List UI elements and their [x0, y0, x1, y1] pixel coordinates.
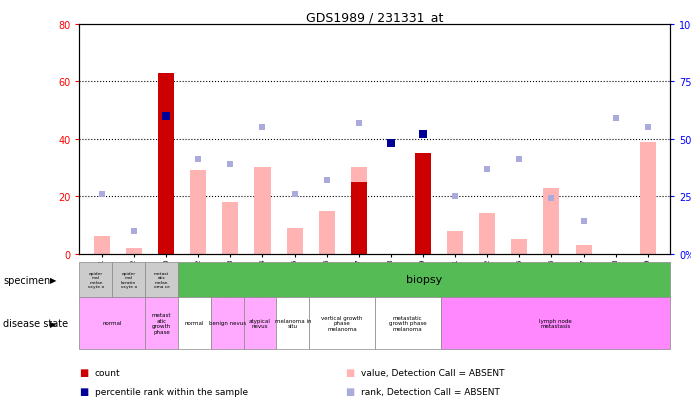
Bar — [351, 183, 367, 254]
Bar — [375, 297, 441, 349]
Text: ■: ■ — [346, 387, 354, 396]
Bar — [480, 214, 495, 254]
Bar — [319, 211, 334, 254]
Text: disease state: disease state — [3, 318, 68, 328]
Text: epider
mal
melan
ocyte o: epider mal melan ocyte o — [88, 271, 104, 289]
Text: specimen: specimen — [3, 275, 50, 285]
Bar — [447, 231, 463, 254]
Bar — [79, 262, 112, 297]
Bar — [223, 202, 238, 254]
Bar — [145, 262, 178, 297]
Text: benign nevus: benign nevus — [209, 320, 246, 326]
Bar — [511, 240, 527, 254]
Text: epider
mal
keratin
ocyte o: epider mal keratin ocyte o — [121, 271, 137, 289]
Text: normal: normal — [102, 320, 122, 326]
Text: melanoma in
situ: melanoma in situ — [274, 318, 311, 329]
Text: ▶: ▶ — [50, 275, 57, 285]
Text: metastatic
growth phase
melanoma: metastatic growth phase melanoma — [389, 315, 426, 332]
Text: ■: ■ — [79, 368, 88, 377]
Bar — [440, 297, 670, 349]
Bar — [543, 188, 560, 254]
Bar — [576, 245, 591, 254]
Bar — [112, 262, 145, 297]
Bar — [243, 297, 276, 349]
Bar — [190, 171, 207, 254]
Bar — [158, 119, 174, 254]
Title: GDS1989 / 231331_at: GDS1989 / 231331_at — [306, 11, 444, 24]
Bar — [158, 74, 174, 254]
Text: value, Detection Call = ABSENT: value, Detection Call = ABSENT — [361, 368, 504, 377]
Bar — [276, 297, 309, 349]
Bar — [94, 237, 110, 254]
Bar — [287, 228, 303, 254]
Bar — [309, 297, 375, 349]
Bar — [79, 297, 145, 349]
Bar — [178, 297, 211, 349]
Text: metast
atic
growth
phase: metast atic growth phase — [152, 312, 171, 335]
Text: ■: ■ — [79, 387, 88, 396]
Text: ▶: ▶ — [50, 319, 57, 328]
Bar — [145, 297, 178, 349]
Text: rank, Detection Call = ABSENT: rank, Detection Call = ABSENT — [361, 387, 500, 396]
Bar — [126, 248, 142, 254]
Bar — [178, 262, 670, 297]
Text: normal: normal — [184, 320, 204, 326]
Bar — [415, 154, 431, 254]
Text: metast
atic
melan
oma ce: metast atic melan oma ce — [153, 271, 169, 289]
Text: biopsy: biopsy — [406, 275, 442, 285]
Text: vertical growth
phase
melanoma: vertical growth phase melanoma — [321, 315, 363, 332]
Bar — [351, 168, 367, 254]
Text: lymph node
metastasis: lymph node metastasis — [539, 318, 571, 329]
Text: ■: ■ — [346, 368, 354, 377]
Bar — [254, 168, 270, 254]
Bar — [211, 297, 243, 349]
Bar — [640, 142, 656, 254]
Text: percentile rank within the sample: percentile rank within the sample — [95, 387, 248, 396]
Text: atypical
nevus: atypical nevus — [249, 318, 271, 329]
Text: count: count — [95, 368, 120, 377]
